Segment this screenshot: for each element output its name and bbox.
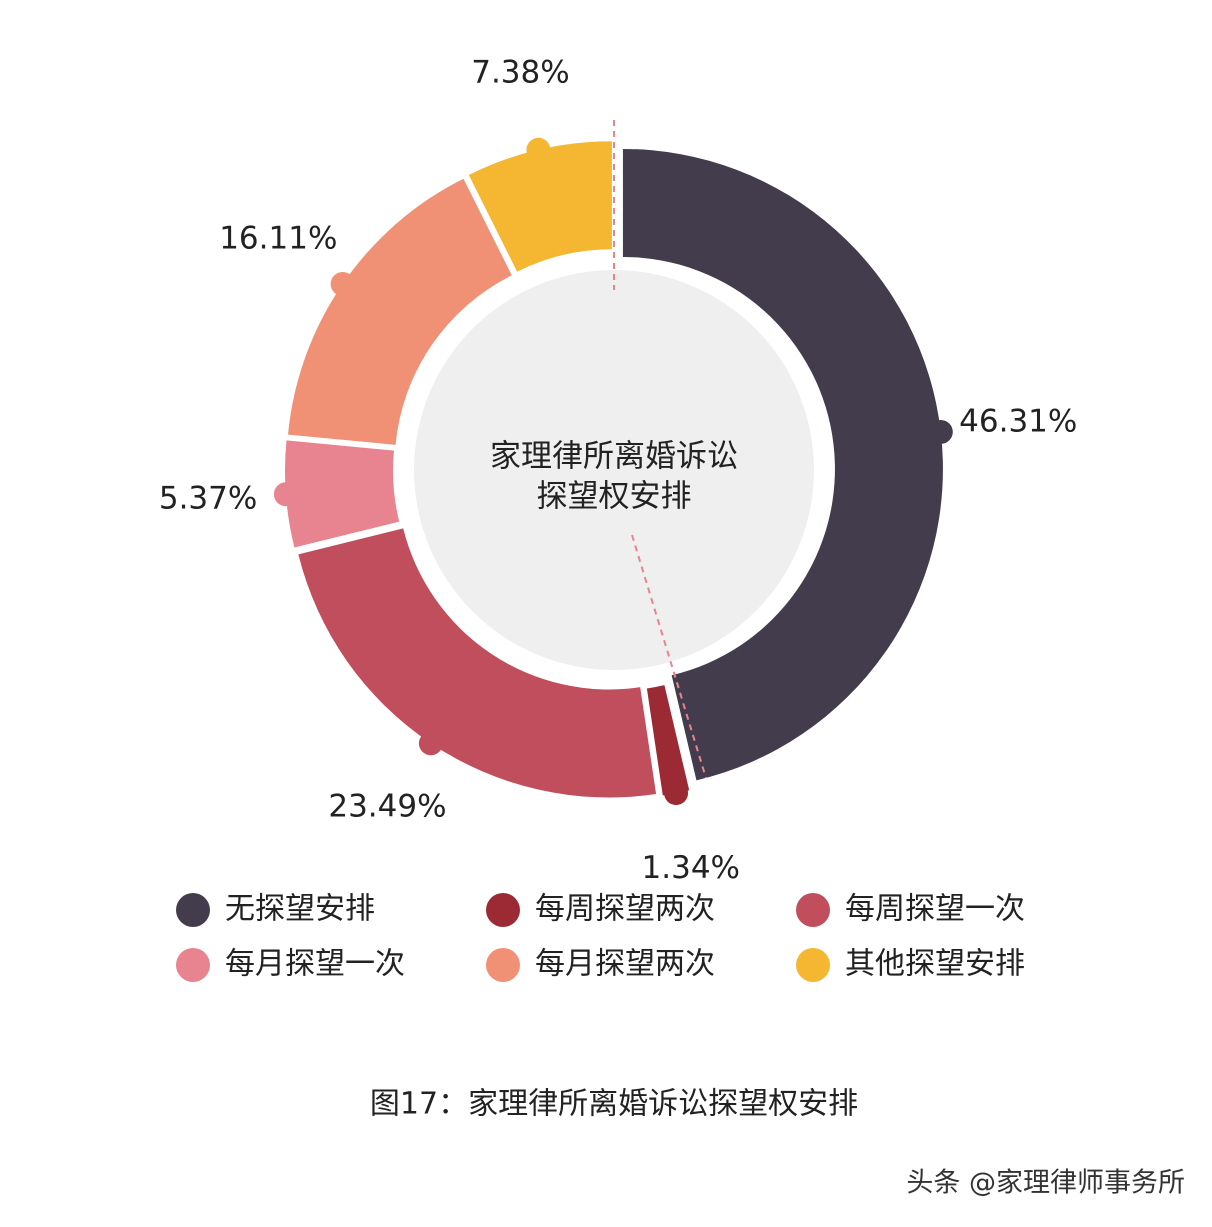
legend-label: 其他探望安排 — [845, 947, 1025, 982]
segment-dot — [526, 137, 551, 162]
legend-swatch — [796, 893, 830, 927]
legend-swatch — [486, 893, 520, 927]
legend-label: 每周探望两次 — [535, 892, 715, 927]
legend-swatch — [176, 893, 210, 927]
segment-dot — [418, 731, 443, 756]
segment — [622, 148, 943, 781]
segment — [646, 685, 690, 796]
value-label: 16.11% — [219, 220, 337, 256]
value-label: 23.49% — [328, 789, 446, 825]
segment-dot — [664, 781, 689, 806]
center-text: 家理律所离婚诉讼 — [490, 439, 738, 475]
legend-swatch — [176, 948, 210, 982]
segment-dot — [928, 419, 953, 444]
legend-swatch — [796, 948, 830, 982]
legend-swatch — [486, 948, 520, 982]
legend-label: 每月探望一次 — [225, 947, 405, 982]
value-label: 7.38% — [471, 54, 569, 90]
segment-dot — [330, 271, 355, 296]
value-label: 46.31% — [959, 403, 1077, 439]
segment — [468, 141, 612, 272]
segment — [298, 528, 657, 798]
legend-label: 每周探望一次 — [845, 892, 1025, 927]
value-label: 1.34% — [642, 850, 740, 886]
guide-line — [631, 534, 707, 779]
value-label: 5.37% — [159, 481, 257, 517]
segments — [273, 137, 953, 806]
segment-dot — [273, 482, 298, 507]
center-disc — [414, 270, 814, 670]
watermark: 头条 @家理律师事务所 — [906, 1168, 1185, 1199]
caption: 图17：家理律所离婚诉讼探望权安排 — [370, 1087, 858, 1122]
center-text: 探望权安排 — [537, 479, 692, 515]
segment — [285, 440, 400, 548]
legend-label: 每月探望两次 — [535, 947, 715, 982]
segment — [288, 178, 512, 445]
legend-label: 无探望安排 — [225, 892, 375, 927]
